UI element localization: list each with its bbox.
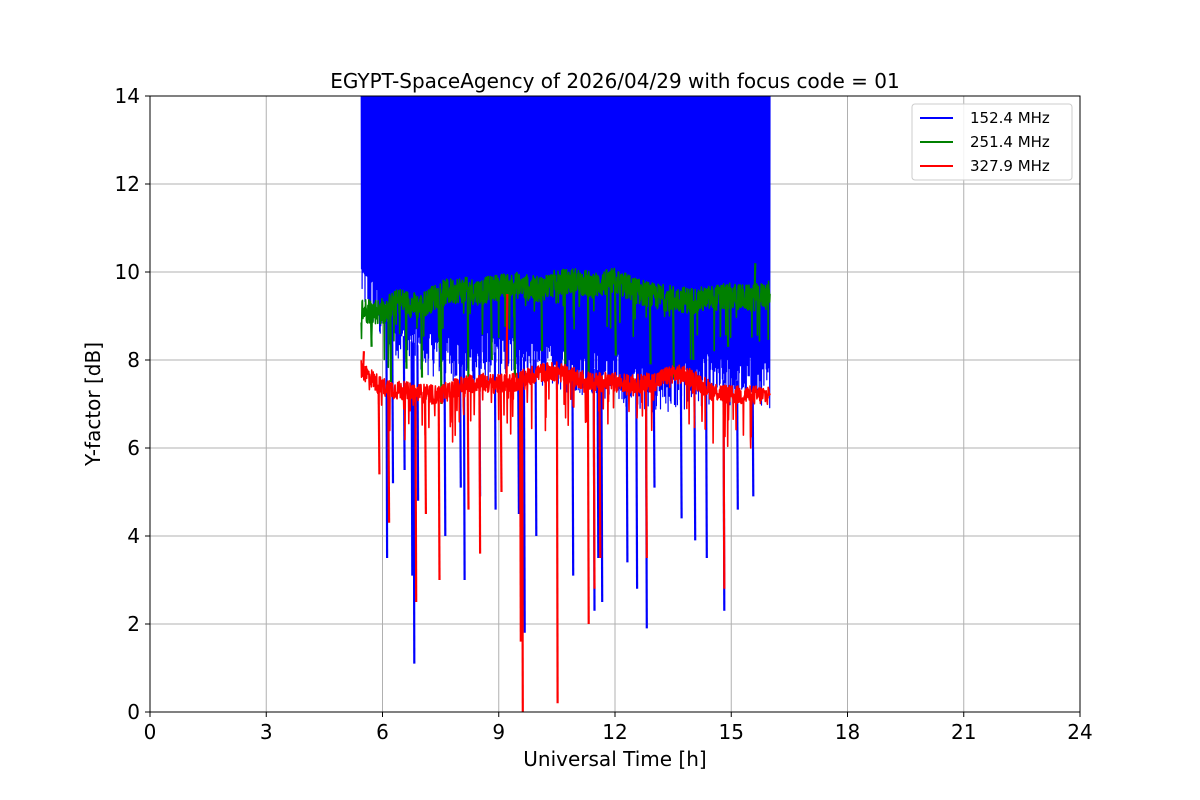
spike-mark [598, 381, 602, 559]
spike-mark [555, 371, 559, 704]
x-tick-label: 12 [602, 720, 627, 744]
spike-mark [385, 321, 389, 559]
y-tick-label: 0 [127, 700, 140, 724]
spike-mark [478, 382, 482, 554]
legend-box [911, 103, 1073, 181]
spike-mark [466, 290, 470, 391]
series-327-9-mhz [360, 293, 771, 712]
spike-mark [722, 393, 726, 589]
y-tick-label: 4 [127, 524, 140, 548]
spike-mark [596, 370, 600, 559]
spike-mark [513, 285, 517, 378]
x-tick-label: 18 [835, 720, 860, 744]
spike-mark [679, 384, 683, 519]
y-tick-label: 8 [127, 348, 140, 372]
spike-mark [489, 288, 493, 361]
spike-mark [518, 380, 522, 642]
spike-mark [586, 283, 590, 374]
spike-mark [443, 352, 447, 537]
spike-mark [520, 379, 524, 712]
spike-mark [387, 388, 391, 523]
spike-mark [416, 345, 420, 501]
x-tick-label: 6 [376, 720, 389, 744]
spike-mark [391, 326, 395, 484]
x-axis-ticks: 0 3 6 9 12 15 18 21 24 [144, 712, 1093, 744]
y-tick-label: 10 [115, 260, 140, 284]
spike-mark [672, 298, 675, 378]
x-tick-label: 0 [144, 720, 157, 744]
spike-mark [644, 382, 648, 559]
y-tick-label: 12 [115, 172, 140, 196]
x-axis-label: Universal Time [h] [523, 747, 706, 771]
legend-label: 152.4 MHz [970, 109, 1050, 127]
spike-mark [613, 281, 617, 356]
spike-mark [691, 300, 695, 361]
spike-mark [424, 393, 427, 515]
spike-mark [369, 310, 373, 347]
spike-mark [563, 281, 567, 365]
spike-mark [414, 392, 418, 603]
spike-mark [362, 351, 365, 371]
spike-mark [439, 293, 443, 405]
spike-mark [420, 306, 424, 378]
spike-mark [522, 357, 526, 633]
spike-mark [377, 384, 381, 475]
spike-mark [540, 287, 544, 352]
y-axis-ticks: 0 2 4 6 8 10 12 14 [115, 84, 150, 724]
chart-title: EGYPT-SpaceAgency of 2026/04/29 with foc… [330, 69, 899, 93]
spike-mark [600, 371, 604, 603]
spike-mark [648, 295, 652, 365]
spike-mark [592, 381, 596, 589]
y-axis-label: Y-factor [dB] [81, 342, 105, 467]
x-tick-label: 9 [492, 720, 505, 744]
spike-mark [493, 352, 497, 510]
y-tick-label: 2 [127, 612, 140, 636]
x-tick-label: 24 [1067, 720, 1092, 744]
x-tick-label: 3 [260, 720, 273, 744]
spike-mark [652, 386, 656, 488]
spike-mark [404, 302, 408, 369]
spike-mark [466, 384, 470, 510]
spike-mark [726, 296, 730, 347]
series-trace [360, 96, 771, 413]
legend-label: 251.4 MHz [970, 133, 1050, 151]
spike-mark [410, 341, 414, 576]
spike-mark [389, 306, 393, 383]
x-tick-label: 15 [719, 720, 744, 744]
spike-mark [586, 380, 590, 625]
series-trace [360, 360, 771, 449]
legend: 152.4 MHz 251.4 MHz 327.9 MHz [911, 103, 1073, 181]
spike-mark [753, 263, 757, 298]
spike-mark [499, 383, 503, 493]
spike-mark [625, 380, 629, 563]
series-layer [360, 96, 771, 712]
y-tick-label: 14 [115, 84, 140, 108]
series-251-4-mhz [360, 263, 771, 405]
spike-mark [505, 293, 509, 384]
x-tick-label: 21 [951, 720, 976, 744]
spike-mark [458, 355, 462, 488]
spike-mark [534, 359, 538, 537]
y-tick-label: 6 [127, 436, 140, 460]
spike-mark [437, 395, 441, 581]
spike-mark [704, 378, 708, 559]
legend-label: 327.9 MHz [970, 157, 1050, 175]
